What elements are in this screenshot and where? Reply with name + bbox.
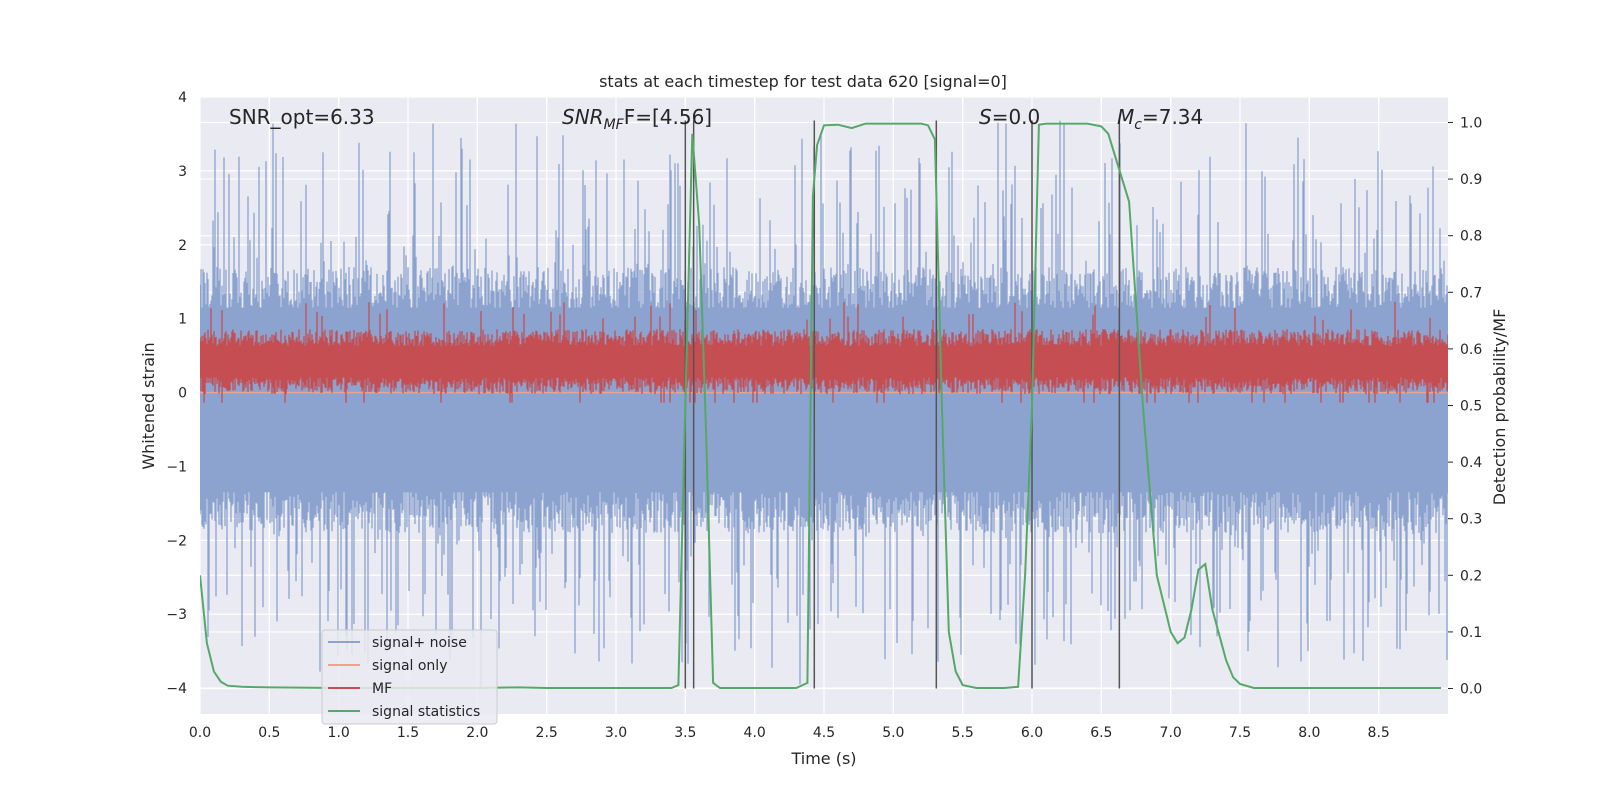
x-tick-label: 2.5 (536, 725, 558, 741)
y-axis-label: Whitened strain (139, 342, 158, 469)
y2-tick-label: 0.5 (1460, 399, 1482, 415)
y-tick-label: −1 (166, 459, 187, 475)
x-tick-label: 6.0 (1021, 725, 1043, 741)
x-tick-label: 0.0 (189, 725, 211, 741)
y-axis-ticks: 4 3 2 1 0 −1 −2 −3 −4 (166, 90, 187, 697)
x-tick-label: 3.0 (605, 725, 627, 741)
annotation-snr-mf-main: SNR (562, 105, 604, 129)
y-tick-label: −3 (166, 607, 187, 623)
x-tick-label: 7.0 (1160, 725, 1182, 741)
y2-axis-label: Detection probability/MF (1490, 309, 1509, 506)
y2-tick-label: 1.0 (1460, 115, 1482, 131)
x-tick-label: 4.5 (813, 725, 835, 741)
x-tick-label: 7.5 (1229, 725, 1251, 741)
y2-tick-label: 0.0 (1460, 682, 1482, 698)
y2-tick-label: 0.1 (1460, 625, 1482, 641)
y2-tick-label: 0.9 (1460, 172, 1482, 188)
y2-axis-ticks: 1.0 0.9 0.8 0.7 0.6 0.5 0.4 0.3 0.2 0.1 0.0 (1448, 115, 1482, 698)
x-axis-label: Time (s) (790, 749, 856, 768)
legend-label-signal-plus-noise: signal+ noise (372, 635, 467, 651)
legend-box (321, 629, 498, 725)
annotation-mc-rest: =7.34 (1142, 105, 1203, 129)
x-tick-label: 4.0 (744, 725, 766, 741)
y-tick-label: 2 (178, 238, 187, 254)
annotation-s: S=0.0 (979, 105, 1040, 129)
annotation-snr-mf: SNRMFF=[4.56] (562, 105, 712, 133)
x-tick-label: 3.5 (674, 725, 696, 741)
annotation-s-main: S (979, 105, 992, 129)
annotation-snr-mf-rest: F=[4.56] (624, 105, 712, 129)
y-tick-label: −4 (166, 681, 187, 697)
x-tick-label: 5.0 (882, 725, 904, 741)
annotation-snr-opt: SNR_opt=6.33 (229, 105, 375, 129)
noise-band (200, 307, 1448, 493)
x-tick-label: 1.0 (328, 725, 350, 741)
y2-tick-label: 0.3 (1460, 512, 1482, 528)
y2-tick-label: 0.4 (1460, 455, 1482, 471)
series-signal-statistics (200, 122, 1442, 689)
legend-label-mf: MF (372, 681, 392, 697)
legend: signal+ noise signal only MF signal stat… (321, 629, 498, 725)
x-tick-label: 6.5 (1090, 725, 1112, 741)
y-tick-label: 4 (178, 90, 187, 106)
chart-title: stats at each timestep for test data 620… (599, 72, 1007, 91)
x-tick-label: 1.5 (397, 725, 419, 741)
y-tick-label: 0 (178, 386, 187, 402)
annotation-mc: Mc=7.34 (1117, 105, 1203, 133)
annotation-mc-sub: c (1134, 117, 1142, 133)
y2-tick-label: 0.2 (1460, 568, 1482, 584)
x-axis-ticks: 0.0 0.5 1.0 1.5 2.0 2.5 3.0 3.5 4.0 4.5 5.0 5.5 6.0 6… (189, 725, 1390, 741)
annotation-s-rest: =0.0 (992, 105, 1041, 129)
legend-label-signal-only: signal only (372, 658, 447, 674)
annotation-mc-main: M (1117, 105, 1134, 129)
y-tick-label: 3 (178, 164, 187, 180)
x-tick-label: 8.0 (1298, 725, 1320, 741)
series-signal-plus-noise (200, 120, 1448, 689)
y-tick-label: 1 (178, 312, 187, 328)
legend-label-signal-statistics: signal statistics (372, 704, 480, 720)
y2-tick-label: 0.7 (1460, 285, 1482, 301)
x-tick-label: 0.5 (258, 725, 280, 741)
annotations: SNR_opt=6.33 SNRMFF=[4.56] S=0.0 Mc=7.34 (229, 105, 1203, 133)
y2-tick-label: 0.8 (1460, 229, 1482, 245)
y-tick-label: −2 (166, 533, 187, 549)
x-tick-label: 5.5 (952, 725, 974, 741)
annotation-snr-mf-sub: MF (604, 117, 625, 133)
x-tick-label: 2.0 (466, 725, 488, 741)
y2-tick-label: 0.6 (1460, 342, 1482, 358)
x-tick-label: 8.5 (1368, 725, 1390, 741)
